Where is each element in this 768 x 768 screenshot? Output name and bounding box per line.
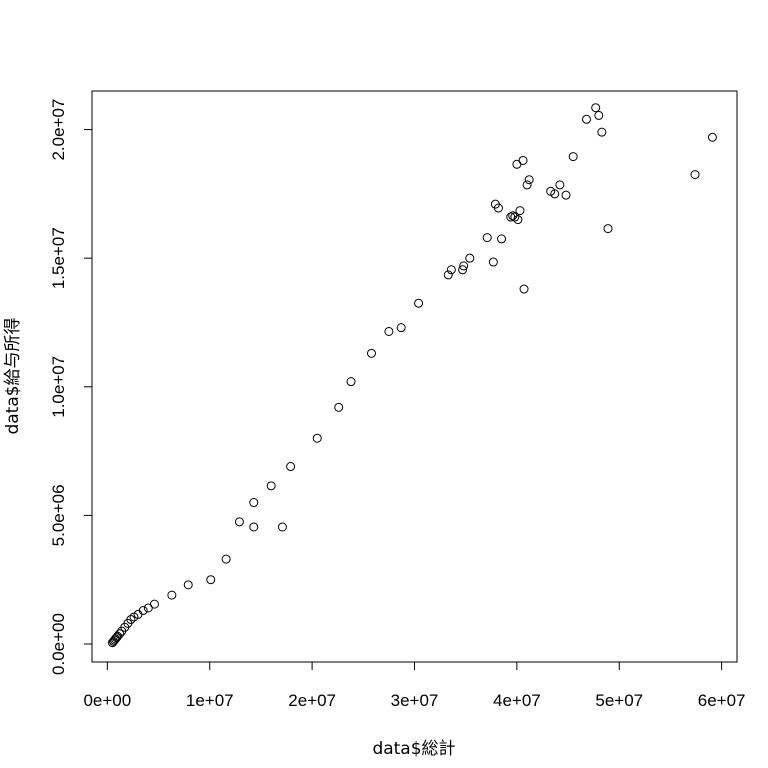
- y-axis-title: data$給与所得: [3, 317, 23, 434]
- data-point: [555, 180, 565, 190]
- data-point: [591, 103, 601, 113]
- x-tick-label: 3e+07: [391, 691, 439, 710]
- data-point: [597, 127, 607, 137]
- data-point: [518, 155, 528, 165]
- data-point: [277, 522, 287, 532]
- data-point: [482, 233, 492, 243]
- plot-frame: [91, 90, 738, 663]
- data-point: [115, 629, 125, 639]
- data-point: [488, 257, 498, 267]
- data-point: [568, 152, 578, 162]
- data-point: [126, 615, 136, 625]
- data-point: [443, 270, 453, 280]
- data-point: [603, 224, 613, 234]
- y-tick-label: 0.0e+00: [49, 613, 68, 675]
- data-point: [510, 212, 520, 222]
- data-point: [167, 590, 177, 600]
- data-point: [234, 517, 244, 527]
- x-tick-label: 6e+07: [698, 691, 746, 710]
- data-point: [513, 215, 523, 225]
- data-point: [550, 189, 560, 199]
- data-point: [396, 323, 406, 333]
- data-point: [582, 114, 591, 124]
- data-point: [515, 206, 525, 216]
- data-point: [459, 261, 469, 271]
- data-points: [107, 103, 717, 648]
- y-axis: 0.0e+00 5.0e+06 1.0e+07 1.5e+07 2.0e+07: [49, 99, 93, 675]
- y-tick-label: 5.0e+06: [49, 484, 68, 546]
- data-point: [249, 522, 259, 532]
- data-point: [266, 481, 276, 491]
- y-tick-label: 1.0e+07: [49, 356, 68, 418]
- data-point: [465, 253, 475, 263]
- data-point: [414, 298, 424, 308]
- data-point: [561, 190, 571, 200]
- x-axis: 0e+00 1e+07 2e+07 3e+07 4e+07 5e+07 6e+07: [83, 661, 746, 710]
- data-point: [334, 402, 344, 412]
- data-point: [286, 462, 296, 472]
- data-point: [493, 203, 503, 213]
- x-tick-label: 0e+00: [83, 691, 131, 710]
- data-point: [594, 110, 604, 120]
- data-point: [446, 265, 456, 275]
- data-point: [249, 498, 259, 508]
- data-point: [497, 234, 507, 244]
- x-tick-label: 5e+07: [595, 691, 643, 710]
- data-point: [524, 175, 534, 185]
- data-point: [519, 284, 529, 294]
- data-point: [312, 433, 322, 443]
- data-point: [138, 606, 148, 616]
- data-point: [206, 575, 216, 585]
- data-point: [346, 377, 356, 387]
- y-tick-label: 1.5e+07: [49, 227, 68, 289]
- data-point: [367, 348, 376, 358]
- x-tick-label: 2e+07: [288, 691, 336, 710]
- data-point: [221, 554, 231, 564]
- data-point: [149, 599, 159, 609]
- data-point: [707, 132, 717, 142]
- x-axis-title: data$総計: [372, 739, 455, 759]
- data-point: [690, 170, 700, 180]
- y-tick-label: 2.0e+07: [49, 99, 68, 161]
- data-point: [384, 326, 394, 336]
- data-point: [458, 265, 468, 275]
- data-point: [183, 580, 193, 590]
- data-point: [522, 180, 532, 190]
- x-tick-label: 4e+07: [493, 691, 541, 710]
- x-tick-label: 1e+07: [186, 691, 234, 710]
